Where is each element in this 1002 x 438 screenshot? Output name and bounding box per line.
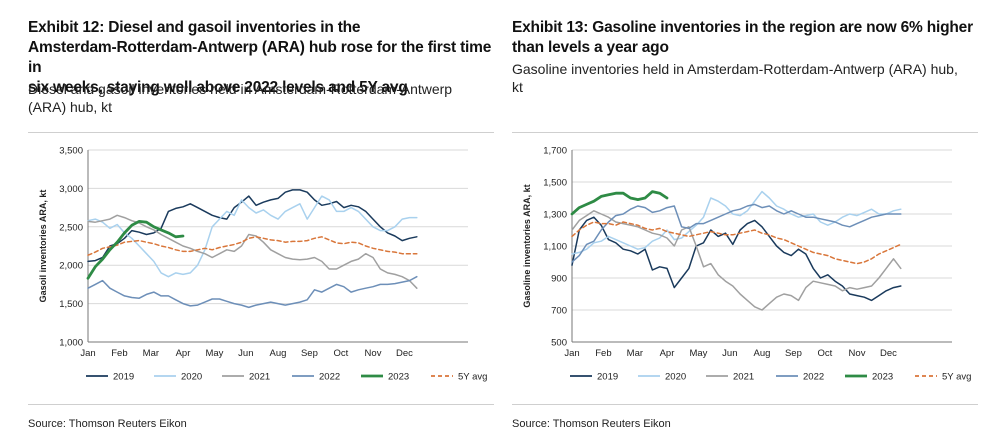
series-line-2021 bbox=[87, 214, 418, 289]
x-tick-label: Aug bbox=[754, 348, 771, 359]
series-line-5y-avg bbox=[87, 236, 418, 256]
legend-label-5y-avg: 5Y avg bbox=[458, 372, 487, 383]
y-tick-label: 700 bbox=[551, 306, 567, 317]
series-line-2023 bbox=[86, 220, 185, 280]
y-tick-label: 1,500 bbox=[59, 299, 83, 310]
y-tick-label: 1,700 bbox=[543, 146, 567, 157]
source-note: Source: Thomson Reuters Eikon bbox=[512, 418, 671, 430]
y-tick-label: 2,000 bbox=[59, 261, 83, 272]
y-axis-label: Gasoline inventories ARA, kt bbox=[522, 184, 532, 307]
x-tick-label: Jan bbox=[564, 348, 579, 359]
x-tick-label: Dec bbox=[396, 348, 413, 359]
legend-label-2019: 2019 bbox=[113, 372, 134, 383]
exhibit-12-title: Exhibit 12: Diesel and gasoil inventorie… bbox=[28, 18, 506, 98]
legend-label-2020: 2020 bbox=[181, 372, 202, 383]
x-tick-label: Feb bbox=[595, 348, 611, 359]
title-line: than levels a year ago bbox=[512, 39, 669, 56]
x-tick-label: Sep bbox=[785, 348, 802, 359]
title-line: Exhibit 12: Diesel and gasoil inventorie… bbox=[28, 19, 361, 36]
x-tick-label: Sep bbox=[301, 348, 318, 359]
y-tick-label: 1,000 bbox=[59, 338, 83, 349]
exhibit-13-subtitle: Gasoline inventories held in Amsterdam-R… bbox=[512, 60, 982, 96]
series-line-2020 bbox=[571, 190, 902, 255]
subtitle-line: Gasoline inventories held in Amsterdam-R… bbox=[512, 61, 958, 77]
title-line: Amsterdam-Rotterdam-Antwerp (ARA) hub ro… bbox=[28, 39, 492, 76]
divider bbox=[28, 132, 494, 133]
y-tick-label: 1,500 bbox=[543, 178, 567, 189]
divider bbox=[28, 404, 494, 405]
title-line: six weeks, staying well above 2022 level… bbox=[28, 79, 408, 96]
x-tick-label: Aug bbox=[270, 348, 287, 359]
series-line-5y-avg bbox=[571, 221, 902, 265]
x-tick-label: Mar bbox=[143, 348, 159, 359]
y-axis-label: Gasoil inventories ARA, kt bbox=[38, 190, 48, 303]
subtitle-line: kt bbox=[512, 79, 523, 95]
x-tick-label: Oct bbox=[333, 348, 348, 359]
legend-label-2023: 2023 bbox=[388, 372, 409, 383]
divider bbox=[512, 132, 978, 133]
legend-label-2021: 2021 bbox=[733, 372, 754, 383]
y-tick-label: 3,000 bbox=[59, 184, 83, 195]
y-tick-label: 500 bbox=[551, 338, 567, 349]
gasoline-inventory-chart: 500 700 900 1,100 1,300 1,500 1,700 Jan Feb Mar Ap… bbox=[522, 146, 971, 383]
legend-label-2019: 2019 bbox=[597, 372, 618, 383]
x-tick-label: Apr bbox=[660, 348, 675, 359]
x-tick-label: Jan bbox=[80, 348, 95, 359]
x-tick-label: Mar bbox=[627, 348, 643, 359]
y-tick-label: 2,500 bbox=[59, 222, 83, 233]
subtitle-line: Diesel and gasoil inventories held in Am… bbox=[28, 81, 453, 97]
exhibit-13-title: Exhibit 13: Gasoline inventories in the … bbox=[512, 18, 990, 58]
series-line-2020 bbox=[87, 195, 418, 278]
y-tick-label: 3,500 bbox=[59, 146, 83, 157]
x-tick-label: Dec bbox=[880, 348, 897, 359]
x-tick-label: Jun bbox=[722, 348, 737, 359]
x-tick-label: May bbox=[205, 348, 223, 359]
legend-label-2020: 2020 bbox=[665, 372, 686, 383]
y-tick-label: 1,300 bbox=[543, 210, 567, 221]
y-tick-label: 1,100 bbox=[543, 242, 567, 253]
legend-label-2023: 2023 bbox=[872, 372, 893, 383]
series-line-2019 bbox=[87, 189, 418, 263]
gasoil-inventory-chart: 1,000 1,500 2,000 2,500 3,000 3,500 Jan Feb Mar A… bbox=[38, 146, 487, 383]
exhibit-12-subtitle: Diesel and gasoil inventories held in Am… bbox=[28, 80, 498, 116]
x-tick-label: Apr bbox=[176, 348, 191, 359]
series-line-2023 bbox=[570, 190, 669, 216]
series-line-2022 bbox=[87, 275, 418, 309]
x-tick-label: May bbox=[689, 348, 707, 359]
divider bbox=[512, 404, 978, 405]
legend-label-2021: 2021 bbox=[249, 372, 270, 383]
series-line-2021 bbox=[571, 210, 902, 311]
x-tick-label: Nov bbox=[849, 348, 866, 359]
x-tick-label: Feb bbox=[111, 348, 127, 359]
source-note: Source: Thomson Reuters Eikon bbox=[28, 418, 187, 430]
x-tick-label: Jun bbox=[238, 348, 253, 359]
x-tick-label: Oct bbox=[817, 348, 832, 359]
exhibit-12-panel: Exhibit 12: Diesel and gasoil inventorie… bbox=[28, 0, 508, 438]
exhibit-13-panel: Exhibit 13: Gasoline inventories in the … bbox=[512, 0, 992, 438]
subtitle-line: (ARA) hub, kt bbox=[28, 99, 113, 115]
legend-label-2022: 2022 bbox=[803, 372, 824, 383]
x-tick-label: Nov bbox=[365, 348, 382, 359]
y-tick-label: 900 bbox=[551, 274, 567, 285]
legend-label-2022: 2022 bbox=[319, 372, 340, 383]
legend-label-5y-avg: 5Y avg bbox=[942, 372, 971, 383]
series-line-2022 bbox=[571, 203, 902, 263]
title-line: Exhibit 13: Gasoline inventories in the … bbox=[512, 19, 973, 36]
